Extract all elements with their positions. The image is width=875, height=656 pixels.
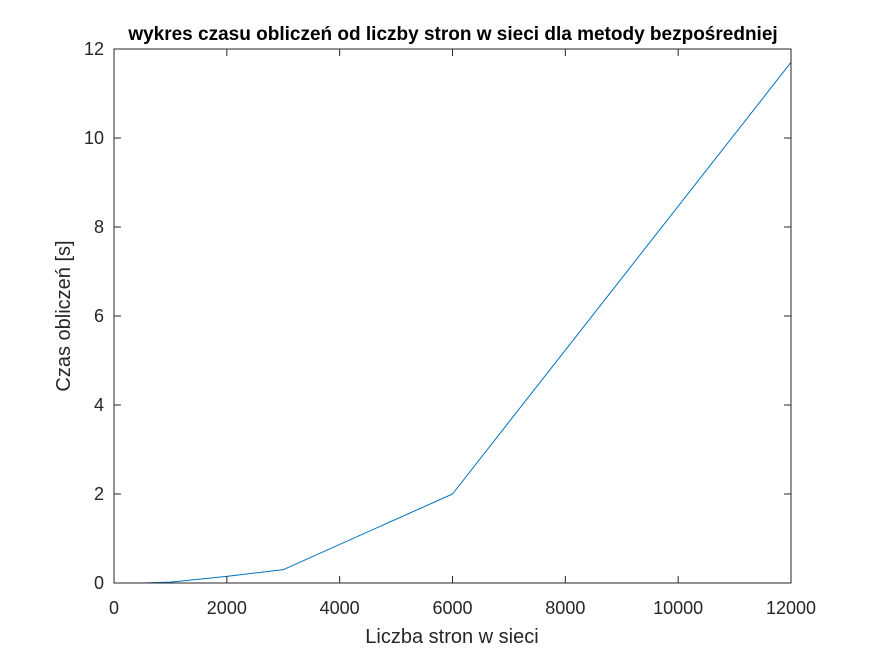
y-tick-label-1: 2	[94, 484, 104, 504]
plot-area	[114, 49, 791, 583]
y-tick-label-6: 12	[84, 39, 104, 59]
x-tick-label-6: 12000	[766, 598, 816, 618]
y-tick-label-4: 8	[94, 217, 104, 237]
plot-frame	[113, 48, 792, 584]
y-axis-label: Czas obliczeń [s]	[53, 240, 75, 391]
x-axis-label: Liczba stron w sieci	[365, 626, 538, 648]
x-tick-label-5: 10000	[653, 598, 703, 618]
chart-title: wykres czasu obliczeń od liczby stron w …	[127, 24, 777, 45]
x-tick-label-3: 6000	[432, 598, 472, 618]
y-axis: 0 2 4 6 8 10 12	[84, 39, 791, 593]
y-tick-label-3: 6	[94, 306, 104, 326]
y-tick-label-0: 0	[94, 573, 104, 593]
series-layer	[142, 62, 792, 584]
series-line-0	[142, 62, 792, 584]
x-tick-label-1: 2000	[207, 598, 247, 618]
y-tick-label-2: 4	[94, 395, 104, 415]
y-tick-label-5: 10	[84, 128, 104, 148]
x-tick-label-2: 4000	[320, 598, 360, 618]
x-tick-label-4: 8000	[545, 598, 585, 618]
x-tick-label-0: 0	[109, 598, 119, 618]
